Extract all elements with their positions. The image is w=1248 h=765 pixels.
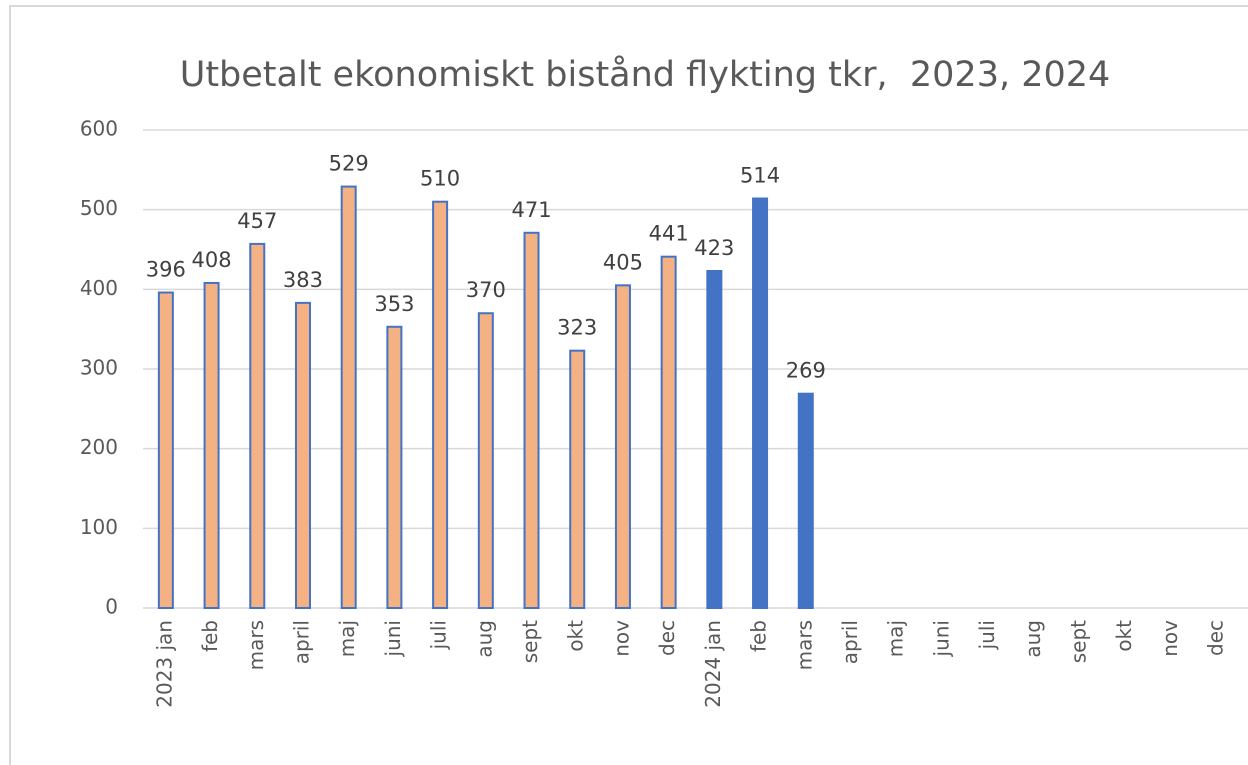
bar	[797, 392, 814, 609]
value-label: 408	[192, 248, 232, 272]
bar	[340, 185, 357, 610]
x-tick-label: okt	[564, 620, 588, 652]
x-tick-label: april	[289, 620, 313, 664]
x-tick-label: juli	[975, 620, 999, 650]
x-tick-label: dec	[655, 620, 679, 656]
x-tick-label: mars	[244, 620, 268, 670]
bar	[523, 231, 540, 610]
y-tick-label: 0	[105, 595, 118, 619]
value-label: 269	[786, 359, 826, 383]
value-label: 441	[649, 222, 689, 246]
bar	[157, 291, 174, 609]
bar	[706, 270, 723, 609]
bar	[660, 255, 677, 609]
x-tick-label: juli	[427, 620, 451, 650]
x-tick-label: maj	[335, 620, 359, 657]
chart-border	[9, 5, 1248, 765]
x-tick-label: feb	[198, 620, 222, 652]
value-label: 529	[329, 152, 369, 176]
value-label: 510	[420, 167, 460, 191]
value-label: 471	[511, 198, 551, 222]
value-label: 396	[146, 258, 186, 282]
x-tick-label: okt	[1112, 620, 1136, 652]
x-tick-label: mars	[792, 620, 816, 670]
y-tick-label: 400	[80, 276, 118, 300]
y-tick-label: 500	[80, 196, 118, 220]
y-tick-label: 100	[80, 515, 118, 539]
y-tick-label: 200	[80, 435, 118, 459]
x-tick-label: aug	[1021, 620, 1045, 658]
value-label: 323	[557, 316, 597, 340]
x-tick-label: aug	[472, 620, 496, 658]
bar	[294, 301, 311, 609]
x-tick-label: feb	[747, 620, 771, 652]
bar	[477, 312, 494, 609]
value-label: 457	[237, 209, 277, 233]
x-tick-label: 2024 jan	[701, 620, 725, 708]
bar	[752, 197, 769, 609]
x-tick-label: 2023 jan	[152, 620, 176, 708]
x-tick-label: dec	[1204, 620, 1228, 656]
x-tick-label: sept	[518, 620, 542, 663]
x-tick-label: juni	[381, 620, 405, 657]
value-label: 423	[694, 236, 734, 260]
x-tick-label: nov	[609, 620, 633, 657]
bar	[203, 281, 220, 609]
value-label: 370	[466, 278, 506, 302]
y-tick-label: 300	[80, 356, 118, 380]
chart-title: Utbetalt ekonomiskt bistånd flykting tkr…	[179, 55, 1111, 95]
value-label: 383	[283, 268, 323, 292]
bar	[614, 284, 631, 609]
x-tick-label: nov	[1158, 620, 1182, 657]
value-label: 353	[374, 292, 414, 316]
bar	[569, 349, 586, 609]
y-tick-label: 600	[80, 117, 118, 141]
x-tick-label: april	[838, 620, 862, 664]
x-tick-label: sept	[1067, 620, 1091, 663]
value-label: 514	[740, 164, 780, 188]
x-tick-label: juni	[929, 620, 953, 657]
bar	[249, 242, 266, 609]
value-label: 405	[603, 250, 643, 274]
x-tick-label: maj	[884, 620, 908, 657]
bar	[386, 325, 403, 609]
bar	[432, 200, 449, 609]
